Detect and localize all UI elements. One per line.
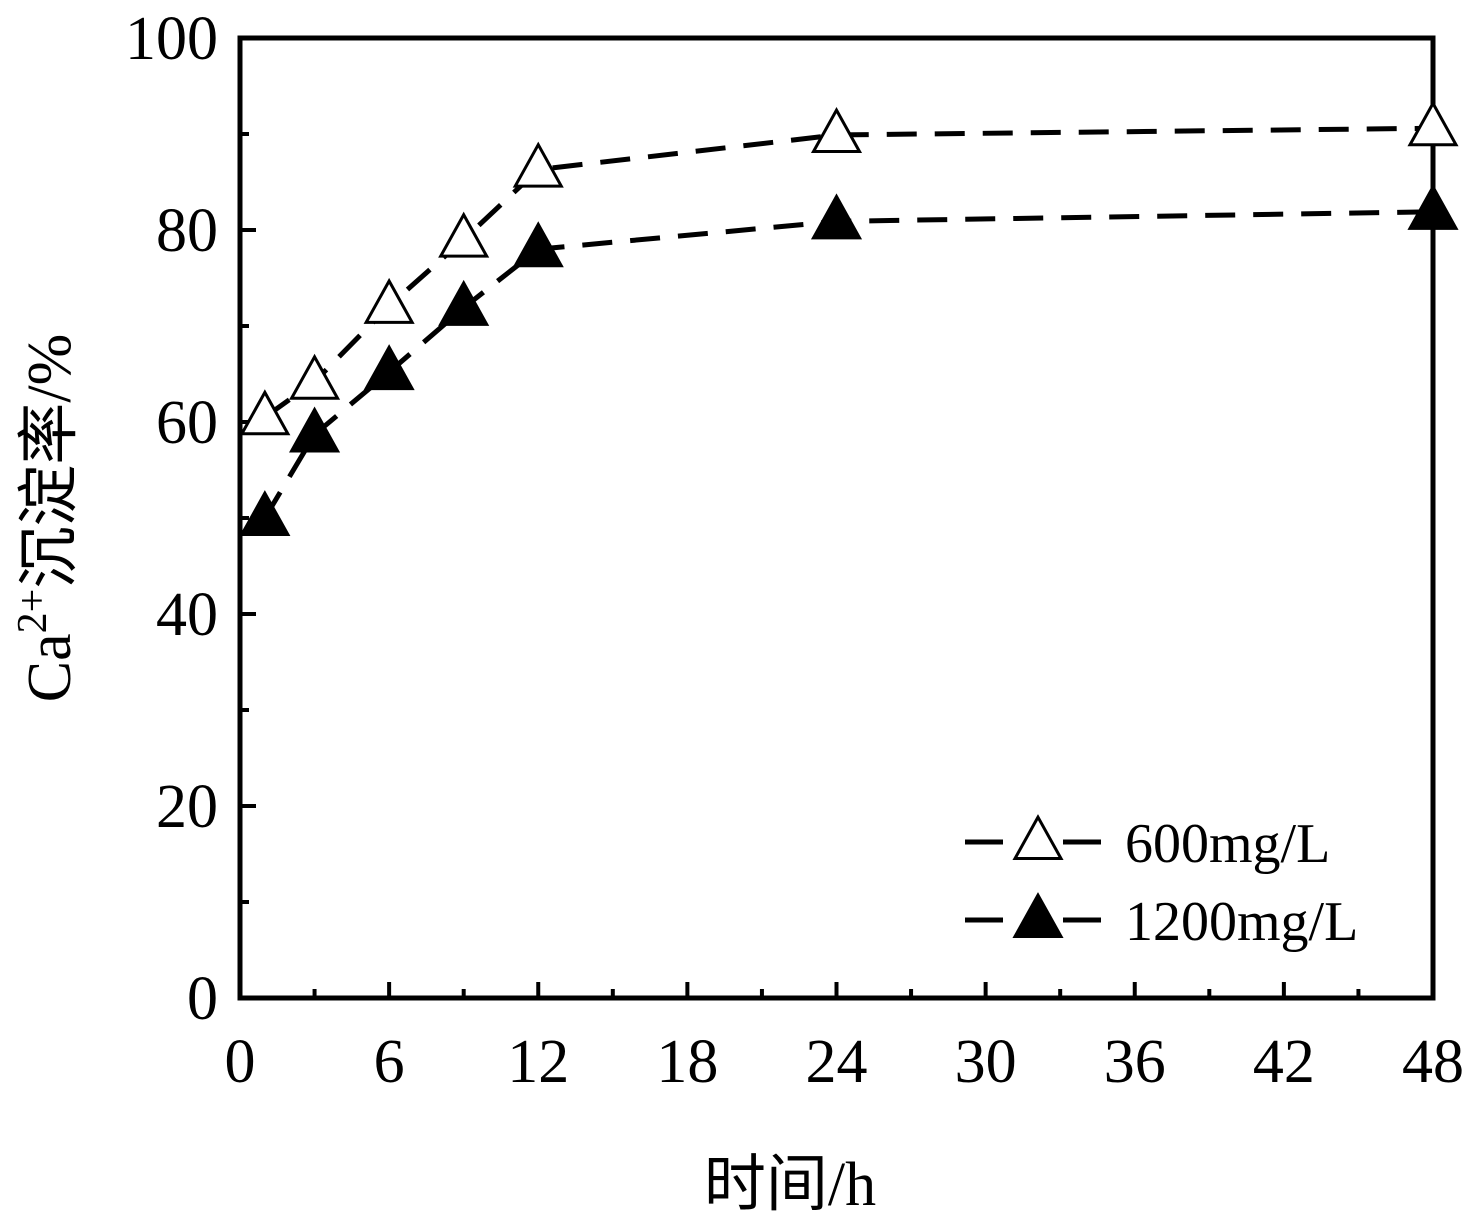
data-point: [512, 221, 564, 268]
y-axis-title-suffix: 沉淀率/%: [16, 334, 84, 589]
x-tick-label: 30: [955, 1028, 1017, 1096]
data-point: [438, 211, 490, 258]
y-axis-title: Ca2+沉淀率/%: [10, 334, 84, 702]
data-point: [363, 344, 415, 391]
data-point: [239, 389, 291, 436]
x-tick-label: 24: [806, 1028, 868, 1096]
y-tick-label: 20: [156, 773, 218, 841]
series-0: [239, 100, 1459, 436]
y-axis-title-prefix: Ca: [16, 633, 84, 702]
y-tick-label: 60: [156, 389, 218, 457]
y-axis-title-superscript: 2+: [10, 589, 56, 634]
legend-label: 1200mg/L: [1125, 891, 1358, 953]
data-point: [810, 193, 863, 240]
x-tick-label: 12: [507, 1028, 569, 1096]
x-tick-label: 48: [1402, 1028, 1464, 1096]
series-1: [239, 183, 1459, 537]
data-point: [1407, 183, 1459, 230]
y-tick-label: 0: [187, 965, 218, 1033]
series-line: [263, 125, 1434, 420]
data-point: [810, 107, 863, 154]
x-tick-label: 18: [656, 1028, 718, 1096]
legend-marker: [1012, 814, 1064, 861]
y-tick-label: 40: [156, 581, 218, 649]
x-axis-title: 时间/h: [704, 1151, 876, 1219]
legend: 600mg/L 1200mg/L: [965, 813, 1358, 953]
legend-marker: [1012, 892, 1064, 939]
series-line: [262, 209, 1434, 520]
data-point: [289, 353, 341, 400]
x-tick-label: 0: [225, 1028, 256, 1096]
data-point: [239, 490, 291, 537]
legend-item-0: 600mg/L: [965, 813, 1330, 875]
data-point: [438, 279, 490, 326]
data-point: [512, 141, 564, 188]
x-tick-label: 36: [1104, 1028, 1166, 1096]
legend-label: 600mg/L: [1125, 813, 1330, 875]
y-tick-label: 80: [156, 197, 218, 265]
ticks: 0 6 12 18 24 30 36 42 48 0 20 40 60 80 100: [125, 5, 1464, 1096]
y-tick-label: 100: [125, 5, 218, 73]
data-point: [363, 277, 415, 324]
x-tick-label: 6: [374, 1028, 405, 1096]
data-point: [289, 406, 341, 453]
x-tick-label: 42: [1253, 1028, 1315, 1096]
legend-item-1: 1200mg/L: [965, 891, 1358, 953]
series-layer: [239, 100, 1459, 537]
data-point: [1407, 100, 1459, 147]
